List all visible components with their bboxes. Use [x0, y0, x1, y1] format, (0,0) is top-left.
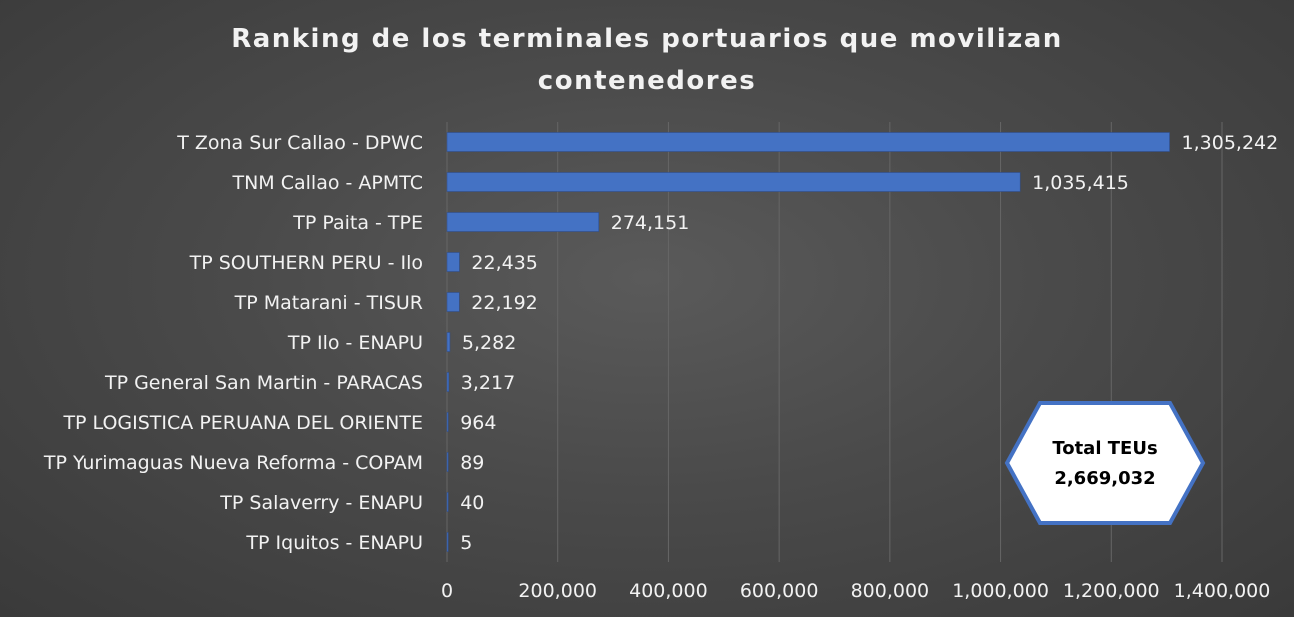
data-label: 964: [460, 412, 496, 434]
category-label: TP General San Martin - PARACAS: [104, 372, 423, 394]
x-tick-label: 200,000: [518, 580, 597, 602]
data-label: 5,282: [462, 332, 516, 354]
bar: [446, 212, 600, 232]
data-label: 1,305,242: [1182, 132, 1279, 154]
total-teus-label: Total TEUs: [1052, 438, 1157, 459]
category-label: TNM Callao - APMTC: [231, 172, 423, 194]
chart-title-line-2: contenedores: [537, 66, 757, 96]
x-tick-label: 0: [441, 580, 453, 602]
bar: [446, 372, 450, 392]
x-tick-label: 1,000,000: [952, 580, 1049, 602]
total-teus-hexagon: [1004, 401, 1206, 525]
bar: [446, 452, 449, 472]
total-teus-value: 2,669,032: [1054, 468, 1155, 489]
category-label: T Zona Sur Callao - DPWC: [176, 132, 423, 154]
data-label: 89: [460, 452, 484, 474]
bar: [446, 172, 1021, 192]
x-tick-label: 600,000: [740, 580, 819, 602]
data-label: 3,217: [461, 372, 515, 394]
category-label: TP Salaverry - ENAPU: [219, 492, 423, 514]
bar: [446, 532, 449, 552]
data-label: 22,192: [471, 292, 537, 314]
bar: [446, 132, 1170, 152]
data-label: 5: [460, 532, 472, 554]
bar: [446, 252, 460, 272]
bars: [446, 132, 1170, 552]
x-tick-label: 400,000: [629, 580, 708, 602]
data-label: 274,151: [611, 212, 690, 234]
category-label: TP Iquitos - ENAPU: [245, 532, 423, 554]
category-label: TP Yurimaguas Nueva Reforma - COPAM: [43, 452, 423, 474]
data-label: 40: [460, 492, 484, 514]
category-label: TP Ilo - ENAPU: [287, 332, 423, 354]
bar: [446, 492, 449, 512]
total-teus-badge: Total TEUs 2,669,032: [1004, 401, 1206, 525]
bar: [446, 332, 451, 352]
category-label: TP LOGISTICA PERUANA DEL ORIENTE: [62, 412, 423, 434]
bar: [446, 412, 449, 432]
x-tick-label: 800,000: [851, 580, 930, 602]
category-label: TP Paita - TPE: [292, 212, 423, 234]
bar: [446, 292, 460, 312]
category-label: TP Matarani - TISUR: [234, 292, 423, 314]
category-label: TP SOUTHERN PERU - Ilo: [189, 252, 423, 274]
x-tick-label: 1,400,000: [1174, 580, 1271, 602]
chart-title-line-1: Ranking de los terminales portuarios que…: [231, 24, 1063, 54]
data-label: 1,035,415: [1032, 172, 1129, 194]
x-tick-label: 1,200,000: [1063, 580, 1160, 602]
labels: 0 200,000 400,000 600,000 800,000 1,000,000 1,…: [43, 132, 1278, 602]
chart-title: Ranking de los terminales portuarios que…: [0, 18, 1294, 102]
data-label: 22,435: [471, 252, 537, 274]
